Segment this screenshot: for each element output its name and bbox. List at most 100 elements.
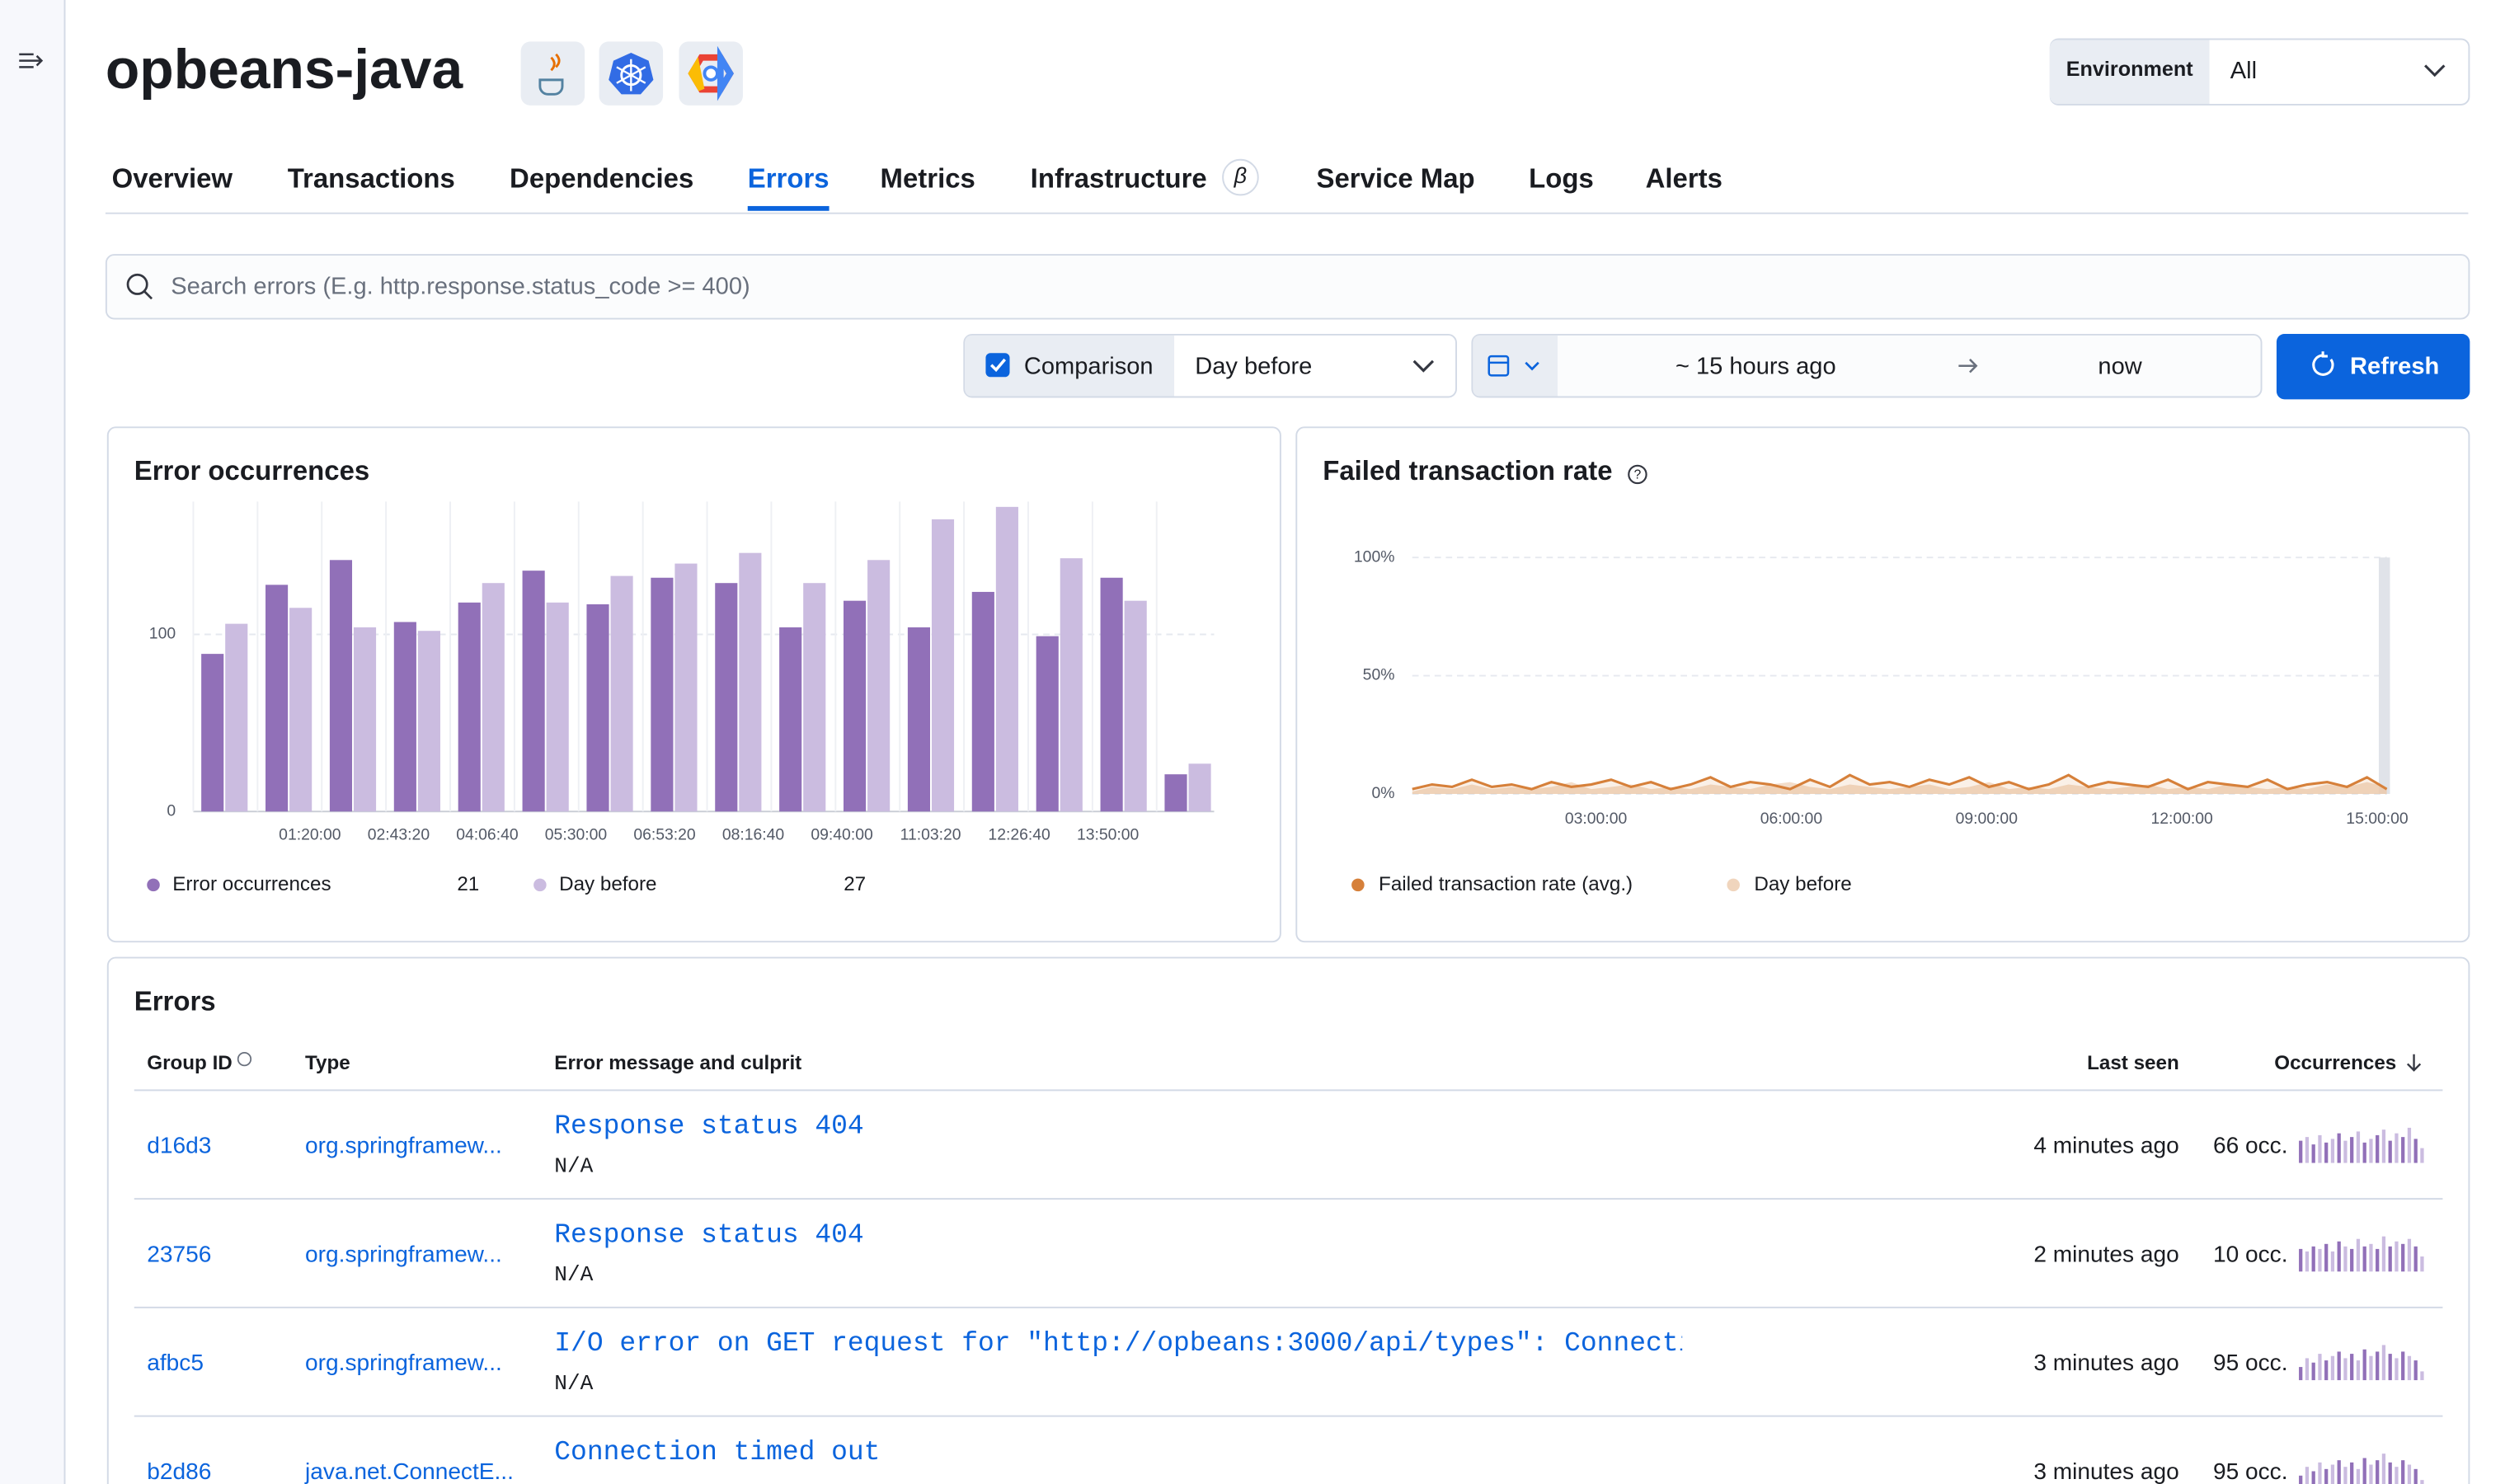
x-tick-label: 09:40:00 (811, 825, 873, 843)
comparison-checkbox[interactable] (985, 353, 1010, 378)
sidebar-toggle[interactable] (19, 53, 44, 68)
checkbox-box (985, 353, 1010, 378)
line (1412, 773, 2388, 791)
sparkline-bar (2343, 1140, 2348, 1163)
bar (715, 583, 738, 812)
error-message[interactable]: Response status 404 (554, 1111, 863, 1142)
error-type[interactable]: org.springframew... (305, 1350, 502, 1375)
tab[interactable]: Alerts (1646, 163, 1722, 194)
x-tick-label: 11:03:20 (900, 825, 961, 843)
sparkline-bar (2401, 1351, 2405, 1381)
sparkline-bar (2362, 1246, 2366, 1272)
culprit: N/A (554, 1262, 593, 1287)
x-tick-label: 03:00:00 (1565, 810, 1628, 828)
tab[interactable]: Metrics (881, 163, 975, 194)
sparkline-bar (2311, 1362, 2315, 1381)
column-header[interactable]: Error message and culprit (554, 1052, 801, 1074)
sparkline-bar (2350, 1248, 2354, 1272)
java-icon (520, 41, 585, 106)
column-header[interactable]: Last seen (2087, 1052, 2179, 1074)
active-tab-underline (747, 205, 830, 211)
refresh-button[interactable]: Refresh (2276, 333, 2470, 400)
last-seen: 3 minutes ago (2033, 1350, 2178, 1375)
refresh-label: Refresh (2350, 353, 2439, 379)
bar (844, 600, 867, 812)
tab[interactable]: Overview (112, 163, 233, 194)
error-type[interactable]: org.springframew... (305, 1241, 502, 1266)
sparkline-bar (2330, 1251, 2335, 1272)
sparkline-bar (2343, 1246, 2348, 1272)
tab[interactable]: Dependencies (510, 163, 693, 194)
sparkline-bar (2395, 1467, 2399, 1484)
sparkline-bar (2318, 1462, 2322, 1484)
group-id[interactable]: b2d86 (147, 1458, 211, 1484)
sparkline-bar (2350, 1354, 2354, 1381)
bar (995, 506, 1018, 812)
error-type[interactable]: java.net.ConnectE... (304, 1458, 514, 1484)
service-title: opbeans-java (106, 39, 464, 101)
sparkline-bar (2362, 1458, 2366, 1484)
sparkline-bar (2376, 1351, 2380, 1381)
errors-table: Group ID Type Error message and culprit Las… (134, 1052, 2443, 1484)
sparkline-bar (2407, 1464, 2412, 1484)
last-seen: 4 minutes ago (2033, 1133, 2178, 1158)
tab[interactable]: Infrastructure (1031, 163, 1207, 194)
sparkline-bar (2381, 1453, 2386, 1484)
column-header[interactable]: Type (305, 1052, 350, 1074)
group-id[interactable]: afbc5 (147, 1350, 204, 1375)
sparkline-bar (2299, 1367, 2303, 1381)
column-header[interactable]: Occurrences (2274, 1052, 2396, 1074)
y-tick-label: 0 (167, 801, 176, 819)
sparkline-bar (2413, 1360, 2418, 1381)
date-picker[interactable]: ~ 15 hours ago now (1471, 333, 2263, 398)
x-tick-label: 01:20:00 (279, 825, 341, 843)
occurrences: 66 occ. (2213, 1133, 2288, 1158)
bar (1124, 600, 1147, 812)
sparkline-bar (2407, 1355, 2412, 1381)
comparison-label: Comparison (1024, 353, 1154, 379)
last-seen: 3 minutes ago (2033, 1458, 2178, 1484)
error-message[interactable]: Connection timed out (554, 1437, 880, 1468)
environment-select[interactable]: Environment All (2049, 38, 2470, 106)
legend-label[interactable]: Day before (1754, 873, 1851, 895)
error-message[interactable]: Response status 404 (554, 1219, 863, 1250)
sparkline-bar (2299, 1248, 2303, 1272)
help-icon[interactable]: ? (1628, 464, 1647, 485)
occurrences: 95 occ. (2213, 1350, 2288, 1375)
sparkline-bar (2318, 1248, 2322, 1272)
sparkline-bar (2369, 1355, 2373, 1381)
sparkline-bar (2420, 1371, 2424, 1381)
legend-label[interactable]: Failed transaction rate (avg.) (1379, 873, 1633, 895)
error-message[interactable]: I/O error on GET request for "http://opb… (554, 1328, 1711, 1359)
sparkline-bar (2356, 1131, 2361, 1163)
sparkline-bar (2311, 1471, 2315, 1484)
legend-value: 27 (844, 873, 866, 895)
group-id[interactable]: 23756 (147, 1241, 211, 1266)
sparkline-bar (2311, 1246, 2315, 1272)
date-end[interactable]: now (2098, 353, 2142, 379)
errors-title: Errors (134, 985, 216, 1016)
bar (546, 602, 569, 812)
y-tick-label: 100 (149, 625, 176, 643)
sparkline-bar (2356, 1468, 2361, 1484)
comparison-control[interactable]: Comparison Day before (963, 333, 1457, 398)
tab[interactable]: Logs (1529, 163, 1594, 194)
tab[interactable]: Service Map (1317, 163, 1475, 194)
bar (1188, 763, 1211, 812)
sparkline-bar (2381, 1236, 2386, 1272)
bar (225, 623, 248, 812)
tab[interactable]: Transactions (288, 163, 455, 194)
sort-arrow (2406, 1054, 2422, 1072)
date-start[interactable]: ~ 15 hours ago (1675, 353, 1836, 379)
tab[interactable]: Errors (748, 163, 830, 194)
sparkline-bar (2343, 1467, 2348, 1484)
sparkline-bar (2305, 1358, 2310, 1381)
bar (201, 654, 224, 812)
search-bar[interactable]: Search errors (E.g. http.response.status… (105, 254, 2470, 320)
legend-label[interactable]: Error occurrences (172, 873, 331, 895)
occurrences: 95 occ. (2213, 1458, 2288, 1484)
legend-swatch (1727, 878, 1740, 892)
group-id[interactable]: d16d3 (147, 1133, 211, 1158)
legend-label[interactable]: Day before (559, 873, 656, 895)
error-type[interactable]: org.springframew... (305, 1133, 502, 1158)
